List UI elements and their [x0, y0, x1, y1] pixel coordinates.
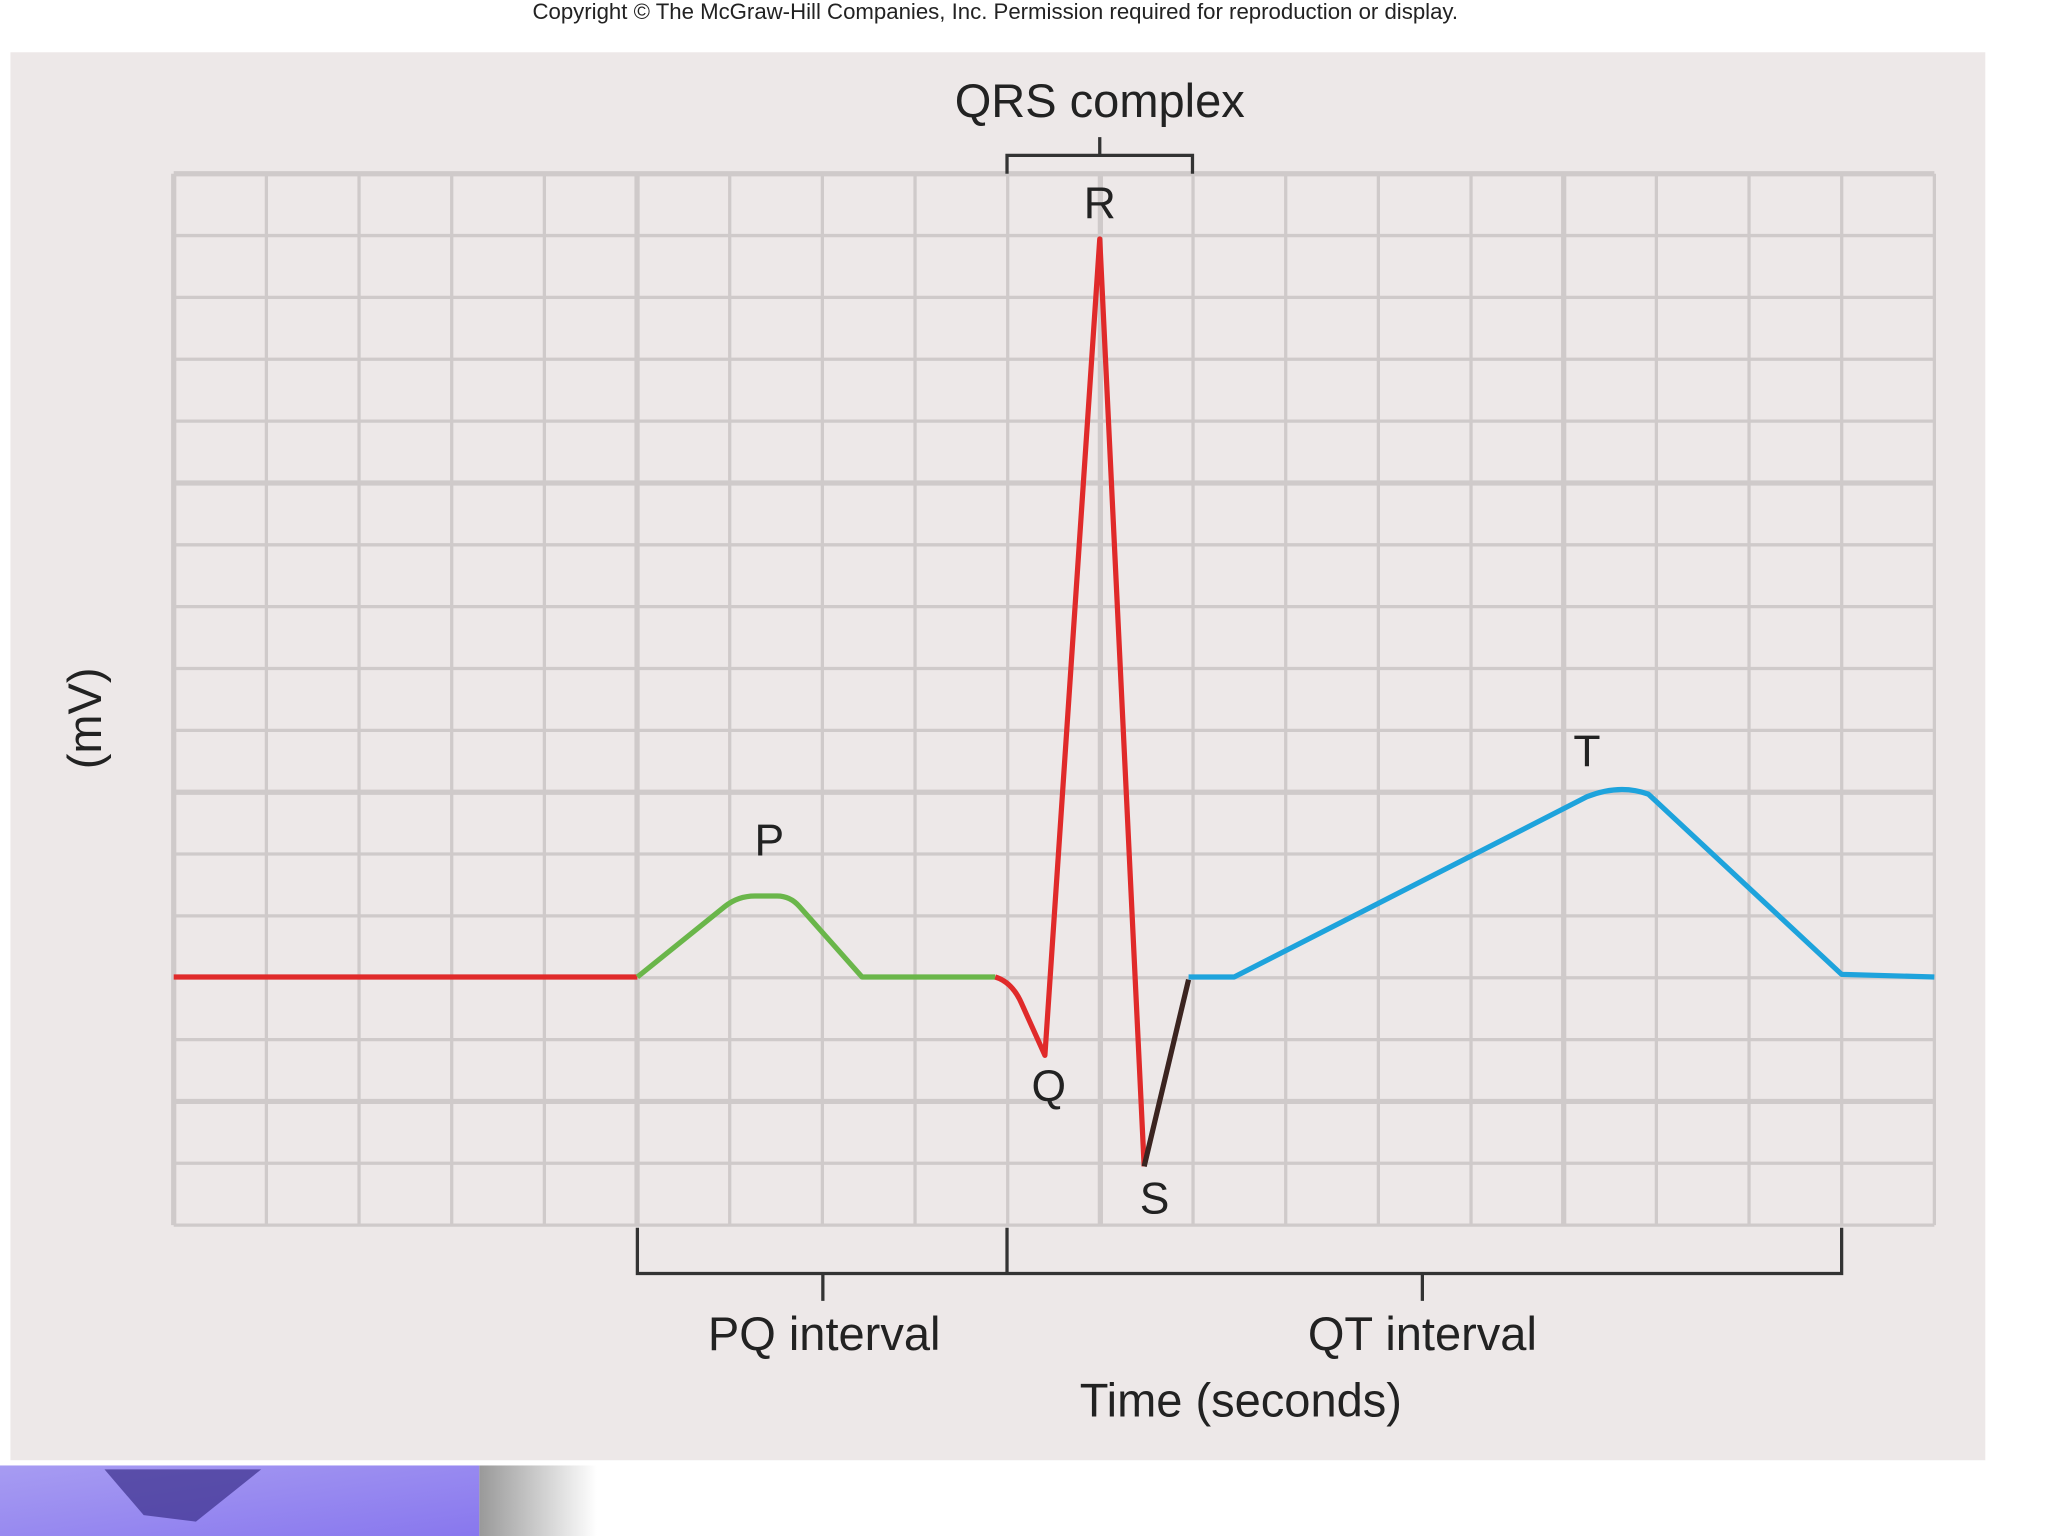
qrs-wave: [994, 236, 1147, 1167]
corner-shape: [104, 1469, 262, 1522]
brackets: [635, 137, 1844, 1301]
r-label: R: [1084, 179, 1116, 228]
panel: [10, 52, 1986, 1461]
grid: [171, 171, 1936, 1227]
p-wave: [635, 893, 996, 980]
corner-fade: [479, 1465, 597, 1536]
x-axis-label: Time (seconds): [1080, 1374, 1402, 1427]
t-label: T: [1573, 728, 1600, 777]
q-label: Q: [1032, 1062, 1067, 1111]
qrs-bracket: [1005, 137, 1195, 174]
interval-brackets: [635, 1227, 1844, 1301]
pq-label: PQ interval: [708, 1307, 941, 1360]
t-wave: [1188, 786, 1935, 980]
qrs-label: QRS complex: [955, 74, 1245, 127]
p-label: P: [755, 816, 785, 865]
s-label: S: [1140, 1174, 1170, 1223]
s-return: [1141, 978, 1192, 1167]
waveform: [173, 236, 1935, 1167]
copyright: Copyright © The McGraw-Hill Companies, I…: [532, 0, 1458, 24]
qt-label: QT interval: [1308, 1307, 1537, 1360]
y-axis-label: (mV): [58, 667, 111, 769]
